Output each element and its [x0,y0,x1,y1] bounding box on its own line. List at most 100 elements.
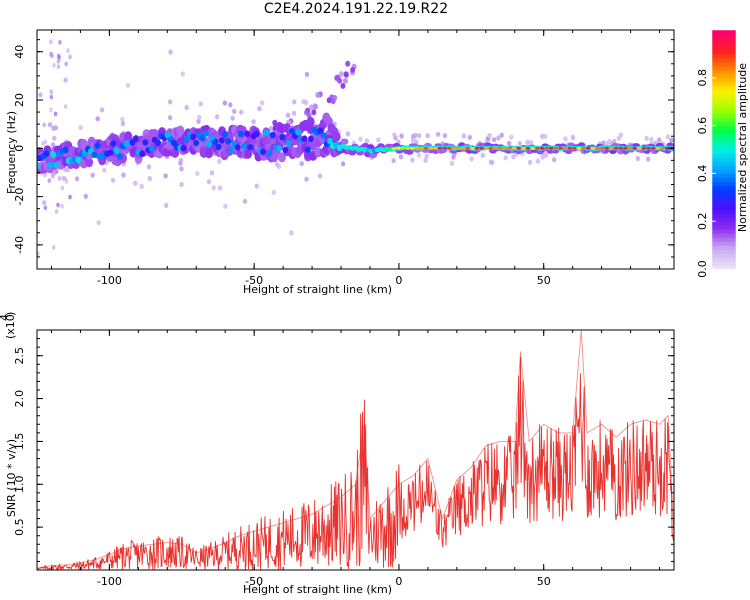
colorbar-tick-label: 0.8 [696,69,709,87]
spectrum-point [239,109,244,115]
spectrum-point [396,146,401,150]
spectrum-point [335,74,341,81]
spectrum-point [563,136,568,142]
colorbar-segment [712,257,736,262]
spectrum-point [604,141,609,147]
spectrum-point [205,146,213,156]
spectrum-point [125,82,131,88]
spectrum-point [37,251,40,257]
spectrum-point [474,146,480,150]
spectrum-point [447,146,452,150]
spectrum-point [558,146,563,150]
y-tick-label: 20 [13,93,26,107]
spectrum-point [168,49,173,55]
spectrum-point [94,142,101,149]
spectrum-point [525,139,530,145]
colorbar-segment [712,101,736,107]
colorbar-segment [712,181,736,186]
y-multiplier-exponent: 4 [0,314,11,321]
colorbar-segment [712,81,736,87]
spectrum-point [521,146,526,150]
spectrum-point [195,170,200,177]
spectrum-point [535,146,540,150]
spectrum-point [307,135,314,143]
spectrum-point [332,131,341,142]
spectrum-point [616,135,622,141]
spectrum-point [317,173,323,179]
spectrum-point [304,176,309,182]
spectrum-point [51,245,56,250]
spectrum-point [635,155,640,162]
spectrum-point [56,202,60,208]
spectrum-point [433,146,438,150]
spectrum-point [488,159,494,165]
spectrum-point [410,157,415,163]
spectrum-point [81,150,88,157]
spectrum-point [91,151,98,158]
spectrum-point [202,130,209,137]
spectrum-point [139,150,146,157]
spectrum-point [279,134,286,141]
spectrum-point [644,135,649,141]
spectrum-point [405,146,410,150]
colorbar-segment [712,157,736,163]
spectrum-point [419,146,424,150]
spectrum-point [399,133,404,139]
spectrum-point [199,135,206,142]
spectrum-point [139,183,144,190]
spectrum-point [121,172,126,178]
spectrum-point [52,62,56,68]
spectrum-point [58,39,62,45]
spectrum-point [609,146,614,150]
spectrum-point [665,134,671,140]
colorbar-segment [712,97,736,103]
spectrum-point [221,131,228,138]
colorbar-segment [712,169,736,174]
y-tick-label: 2.0 [13,390,26,408]
spectrum-point [214,114,220,120]
spectrum-point [167,115,173,121]
spectrum-point [303,99,309,106]
spectrum-point [623,146,628,150]
x-tick-label: -50 [245,575,263,588]
spectrum-point [63,77,68,83]
spectrum-point [148,145,155,152]
spectrum-point [498,146,503,150]
spectrum-point [198,101,203,107]
spectrum-point [451,154,456,160]
spectrum-point [68,54,72,60]
colorbar-segment [712,233,736,238]
spectrum-point [120,116,125,122]
spectrum-point [64,179,69,184]
spectrum-point [627,146,633,150]
y-tick-label: 0.5 [13,518,26,536]
colorbar-segment [712,85,736,91]
colorbar-segment [712,209,736,214]
spectrum-point [449,160,455,166]
x-tick-label: 50 [537,575,551,588]
spectrum-point [190,133,197,140]
spectrum-point [285,140,292,147]
spectrum-point [50,53,54,59]
spectrum-point [49,89,53,95]
spectrum-point [345,131,351,137]
colorbar-segment [712,30,736,35]
spectrum-point [410,133,416,140]
x-tick-label: 50 [537,274,551,287]
colorbar-tick-label: 0.2 [696,212,709,230]
spectrum-point [410,146,415,150]
spectrum-point [649,136,654,143]
spectrum-point [49,94,54,100]
figure-title-box: C2E4.2024.191.22.19.R22 [0,1,712,17]
x-tick-label: -100 [97,274,122,287]
spectrum-point [49,107,53,113]
colorbar-segment [712,129,736,135]
spectrum-point [43,139,47,145]
spectrum-point [343,71,349,78]
spectrum-point [499,132,504,138]
spectrum-point [340,82,346,89]
spectrum-point [317,127,324,134]
y-tick-label: 40 [13,45,26,59]
spectrum-point [102,167,107,173]
spectrum-point [176,125,185,136]
